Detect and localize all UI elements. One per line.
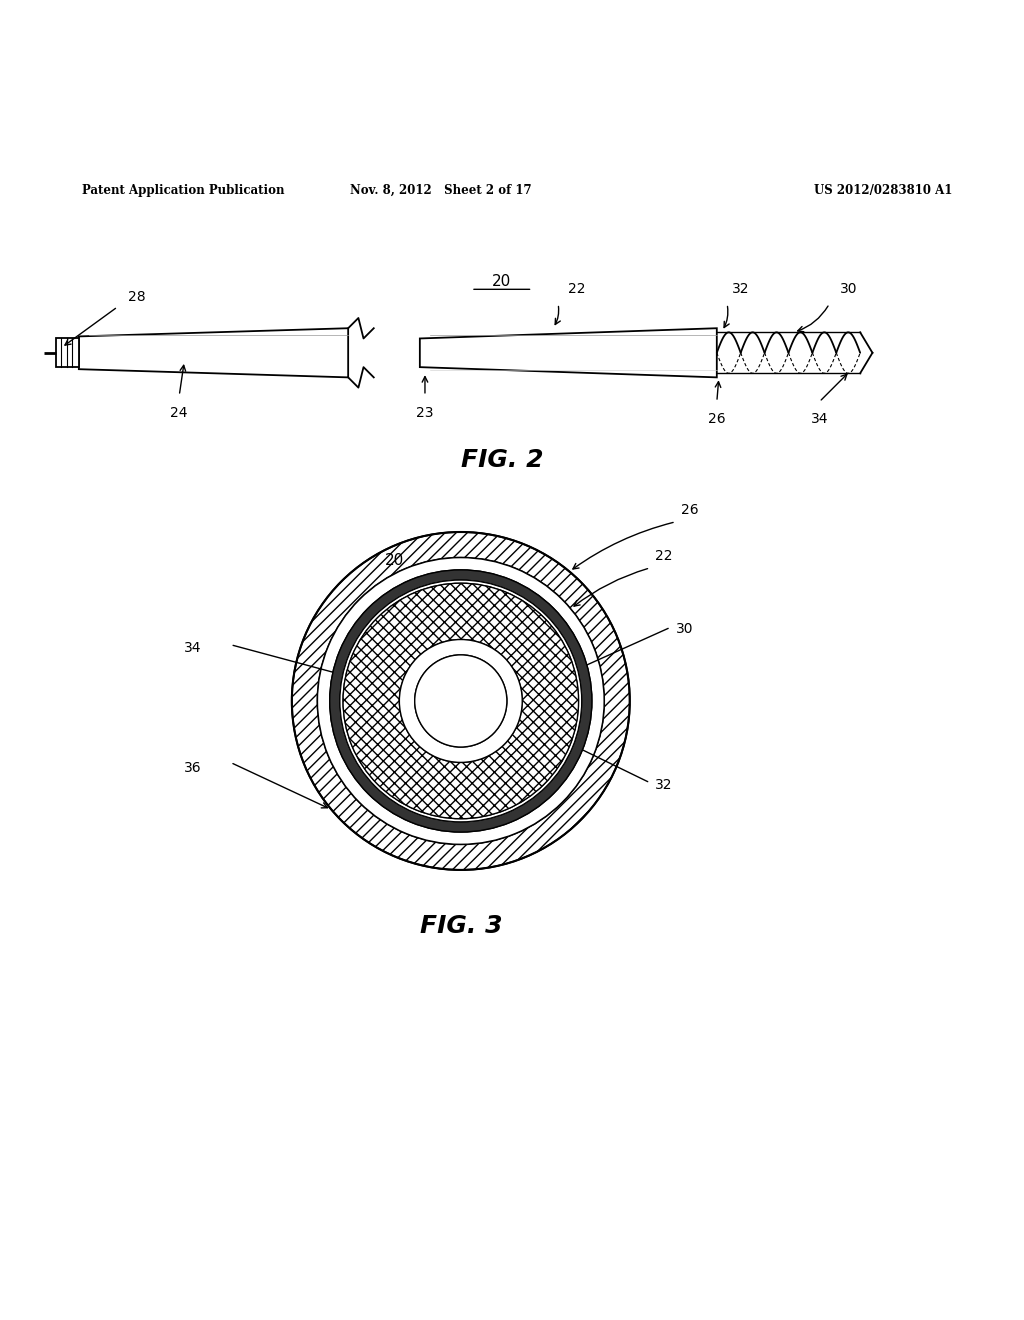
Text: US 2012/0283810 A1: US 2012/0283810 A1 [814,183,952,197]
Text: 26: 26 [681,503,698,516]
Text: FIG. 3: FIG. 3 [420,915,502,939]
Text: 32: 32 [655,777,673,792]
Text: Patent Application Publication: Patent Application Publication [82,183,285,197]
Text: 36: 36 [184,760,202,775]
Text: 28: 28 [128,289,145,304]
Text: 30: 30 [840,282,857,297]
Wedge shape [399,639,522,763]
Text: 34: 34 [184,640,202,655]
Wedge shape [340,579,582,822]
Text: 30: 30 [676,622,693,636]
Text: 23: 23 [416,407,434,420]
Text: 22: 22 [568,282,586,297]
Text: 22: 22 [655,549,673,562]
Text: 24: 24 [170,407,188,420]
Polygon shape [79,329,348,378]
Text: 26: 26 [708,412,726,426]
Text: 20: 20 [493,275,511,289]
Circle shape [415,655,507,747]
Polygon shape [420,329,717,378]
Text: FIG. 2: FIG. 2 [461,449,543,473]
Wedge shape [343,583,579,818]
Text: 34: 34 [810,412,828,426]
Text: 32: 32 [732,282,750,297]
Text: Nov. 8, 2012   Sheet 2 of 17: Nov. 8, 2012 Sheet 2 of 17 [349,183,531,197]
Wedge shape [292,532,630,870]
Wedge shape [317,557,604,845]
Bar [56,338,79,367]
Wedge shape [330,570,592,832]
Text: 20: 20 [385,553,403,568]
